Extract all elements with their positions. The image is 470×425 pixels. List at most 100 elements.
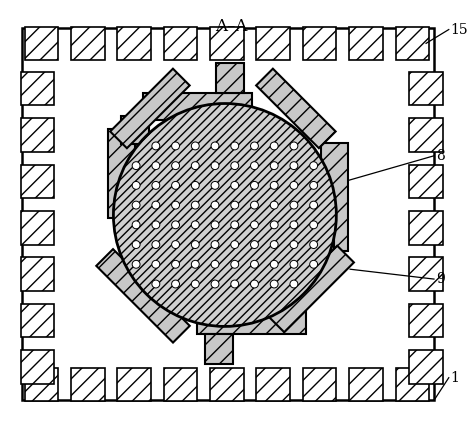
Circle shape (152, 181, 160, 189)
Circle shape (290, 221, 298, 229)
Bar (71, 368, 104, 401)
Circle shape (231, 241, 239, 249)
Circle shape (310, 201, 318, 209)
Circle shape (270, 142, 278, 150)
Bar (396, 27, 429, 60)
Bar (256, 69, 336, 148)
Bar (409, 72, 443, 105)
Circle shape (251, 280, 258, 288)
Circle shape (310, 221, 318, 229)
Bar (257, 368, 290, 401)
Bar (21, 350, 54, 384)
Circle shape (191, 241, 199, 249)
Text: 9: 9 (436, 272, 445, 286)
Circle shape (290, 261, 298, 268)
Circle shape (310, 261, 318, 268)
Circle shape (251, 201, 258, 209)
Bar (164, 27, 197, 60)
Circle shape (251, 221, 258, 229)
Bar (349, 27, 383, 60)
Circle shape (270, 261, 278, 268)
Circle shape (310, 162, 318, 170)
Bar (205, 334, 233, 364)
Circle shape (172, 162, 180, 170)
Bar (303, 368, 337, 401)
Bar (22, 28, 434, 400)
Circle shape (231, 162, 239, 170)
Bar (118, 368, 151, 401)
Bar (349, 368, 383, 401)
Circle shape (270, 241, 278, 249)
Bar (143, 93, 251, 120)
Bar (409, 258, 443, 291)
Circle shape (270, 221, 278, 229)
Circle shape (211, 280, 219, 288)
Circle shape (172, 241, 180, 249)
Circle shape (152, 241, 160, 249)
Bar (21, 211, 54, 244)
Bar (197, 307, 306, 334)
Bar (409, 350, 443, 384)
Circle shape (270, 280, 278, 288)
Circle shape (132, 181, 140, 189)
Circle shape (211, 201, 219, 209)
Text: 8: 8 (436, 149, 445, 163)
Circle shape (172, 261, 180, 268)
Circle shape (231, 280, 239, 288)
Bar (303, 27, 337, 60)
Circle shape (211, 241, 219, 249)
Circle shape (290, 181, 298, 189)
Bar (210, 27, 243, 60)
Circle shape (290, 142, 298, 150)
Circle shape (270, 181, 278, 189)
Circle shape (231, 142, 239, 150)
Circle shape (191, 280, 199, 288)
Circle shape (152, 261, 160, 268)
Text: A–A: A–A (216, 18, 248, 35)
Circle shape (191, 181, 199, 189)
Circle shape (132, 162, 140, 170)
Circle shape (290, 201, 298, 209)
Circle shape (172, 280, 180, 288)
Circle shape (152, 162, 160, 170)
Bar (409, 118, 443, 152)
Circle shape (191, 201, 199, 209)
Bar (24, 368, 58, 401)
Text: 1: 1 (451, 371, 460, 385)
Bar (21, 164, 54, 198)
Circle shape (191, 162, 199, 170)
Bar (257, 27, 290, 60)
Bar (71, 27, 104, 60)
Bar (409, 211, 443, 244)
Bar (396, 368, 429, 401)
Bar (210, 368, 243, 401)
Circle shape (290, 162, 298, 170)
Circle shape (191, 142, 199, 150)
Text: 15: 15 (451, 23, 469, 37)
Bar (164, 368, 197, 401)
Circle shape (152, 201, 160, 209)
Circle shape (251, 181, 258, 189)
Circle shape (211, 181, 219, 189)
Circle shape (172, 181, 180, 189)
Bar (321, 143, 348, 252)
Bar (216, 63, 243, 93)
Circle shape (132, 221, 140, 229)
Bar (21, 118, 54, 152)
Bar (24, 27, 58, 60)
Bar (409, 304, 443, 337)
Circle shape (310, 241, 318, 249)
Circle shape (251, 261, 258, 268)
Bar (121, 116, 149, 144)
Circle shape (172, 201, 180, 209)
Circle shape (251, 142, 258, 150)
Circle shape (290, 241, 298, 249)
Circle shape (310, 181, 318, 189)
Circle shape (132, 241, 140, 249)
Bar (21, 258, 54, 291)
Circle shape (270, 162, 278, 170)
Circle shape (172, 142, 180, 150)
Bar (96, 249, 190, 343)
Bar (108, 129, 135, 218)
Circle shape (191, 261, 199, 268)
